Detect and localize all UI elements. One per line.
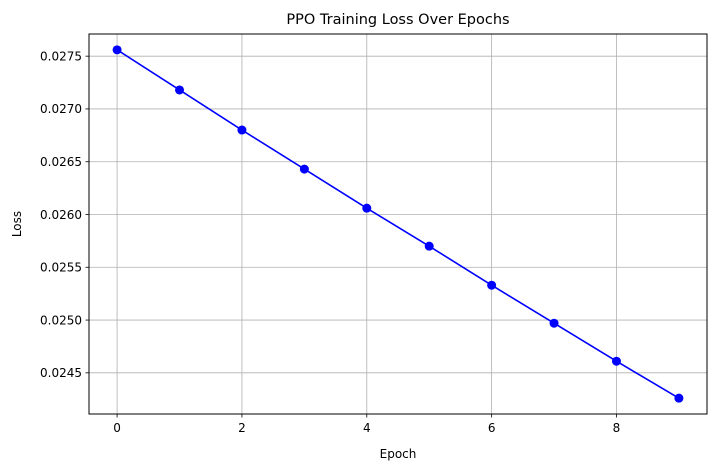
series-layer <box>112 45 684 403</box>
chart-title: PPO Training Loss Over Epochs <box>286 12 509 28</box>
data-point <box>237 125 247 135</box>
y-axis-title: Loss <box>10 211 24 237</box>
y-tick-label: 0.0270 <box>40 102 82 116</box>
data-point <box>611 356 621 366</box>
data-point <box>175 85 185 95</box>
x-tick-label: 0 <box>113 421 121 435</box>
data-point <box>674 393 684 403</box>
data-point <box>362 203 372 213</box>
data-point <box>299 164 309 174</box>
y-tick-label: 0.0255 <box>40 261 82 275</box>
series-line <box>116 49 680 399</box>
data-point <box>549 318 559 328</box>
data-point <box>424 241 434 251</box>
y-tick-label: 0.0275 <box>40 49 82 63</box>
plot-frame <box>88 33 708 415</box>
x-tick-label: 6 <box>488 421 496 435</box>
x-tick-label: 4 <box>363 421 371 435</box>
x-axis-title: Epoch <box>380 447 417 461</box>
data-point <box>487 280 497 290</box>
x-tick-label: 8 <box>613 421 621 435</box>
x-tick-label: 2 <box>238 421 246 435</box>
y-tick-label: 0.0260 <box>40 208 82 222</box>
y-tick-label: 0.0245 <box>40 366 82 380</box>
data-point <box>112 45 122 55</box>
grid <box>89 34 707 414</box>
ticks: 0 2 4 6 8 0.0245 0.0250 0.0255 0.0260 0.0265 0.027… <box>40 49 620 435</box>
y-tick-label: 0.0265 <box>40 155 82 169</box>
y-tick-label: 0.0250 <box>40 313 82 327</box>
